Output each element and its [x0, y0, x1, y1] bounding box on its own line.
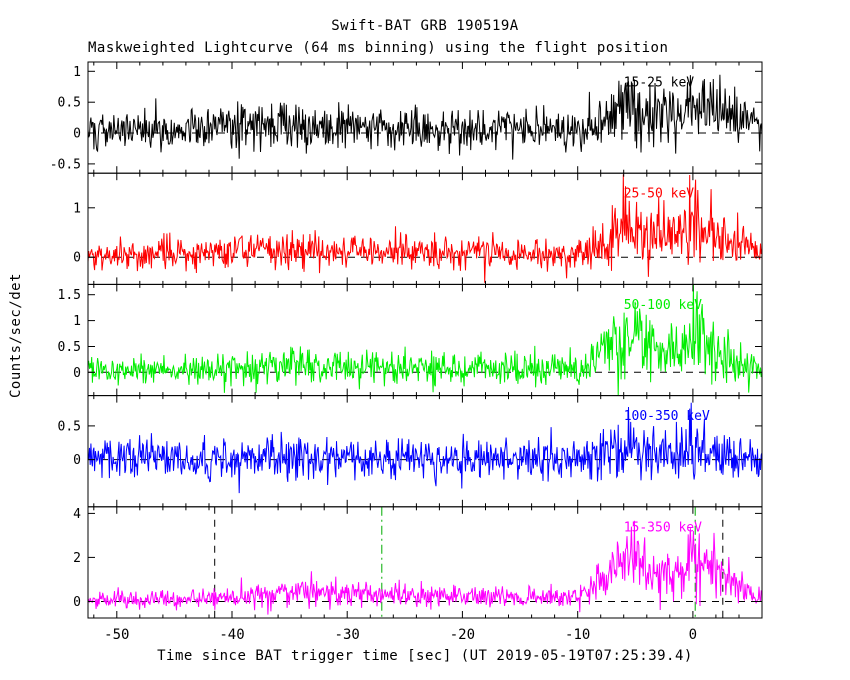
energy-band-label-50-100-kev: 50-100 keV: [624, 298, 702, 313]
energy-band-label-100-350-kev: 100-350 keV: [624, 409, 710, 424]
y-tick-label: 0.5: [58, 96, 81, 111]
energy-band-label-15-25-kev: 15-25 keV: [624, 76, 695, 91]
y-tick-label: 1: [73, 314, 81, 329]
panel-50-100-kev: 0 0.5 1 1.5 50-100 keV: [58, 283, 763, 397]
axis-ticks: [88, 62, 763, 174]
y-tick-label: 0.5: [58, 340, 81, 355]
panel-border: [87, 506, 763, 619]
axis-ticks: [88, 506, 763, 618]
series-100-350-kev: [88, 402, 762, 494]
y-tick-label: 1.5: [58, 288, 81, 303]
series-15-350-kev: [88, 520, 762, 615]
x-tick-label: -50: [104, 627, 129, 643]
energy-band-label-25-50-kev: 25-50 keV: [624, 187, 695, 202]
series-15-25-kev: [88, 74, 762, 160]
y-tick-label: 0: [73, 366, 81, 381]
y-tick-label: 1: [73, 201, 81, 216]
x-tick-label: -10: [565, 627, 590, 643]
x-tick-label: -20: [450, 627, 475, 643]
x-axis-label: Time since BAT trigger time [sec] (UT 20…: [157, 648, 693, 664]
x-tick-label: -30: [335, 627, 360, 643]
panel-15-350-kev: 0 2 4 15-350 keV -50 -40 -30 -20 -10 0: [73, 506, 763, 643]
x-tick-label: -40: [219, 627, 244, 643]
energy-band-label-15-350-kev: 15-350 keV: [624, 520, 702, 535]
y-tick-label: 0: [73, 127, 81, 142]
y-tick-label: 0: [73, 595, 81, 610]
x-tick-label: 0: [689, 627, 697, 643]
chart-title: Swift-BAT GRB 190519A: [331, 18, 519, 34]
series-50-100-kev: [88, 284, 762, 396]
chart-subtitle: Maskweighted Lightcurve (64 ms binning) …: [88, 40, 669, 56]
series-25-50-kev: [88, 174, 762, 283]
axis-ticks: [88, 173, 763, 285]
y-axis-label: Counts/sec/det: [8, 272, 24, 398]
y-tick-label: 4: [73, 507, 81, 522]
y-tick-label: 1: [73, 65, 81, 80]
axis-ticks: [88, 395, 763, 507]
y-tick-label: 0: [73, 251, 81, 266]
y-tick-label: 0.5: [58, 419, 81, 434]
axis-ticks: [88, 284, 763, 396]
y-tick-label: 2: [73, 551, 81, 566]
y-tick-label: -0.5: [50, 157, 81, 172]
y-tick-label: 0: [73, 453, 81, 468]
